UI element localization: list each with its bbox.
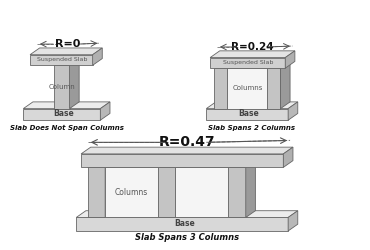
Polygon shape — [206, 109, 288, 120]
Polygon shape — [54, 65, 70, 109]
Text: Slab Does Not Span Columns: Slab Does Not Span Columns — [10, 125, 124, 131]
Polygon shape — [210, 58, 285, 68]
Text: Suspended Slab: Suspended Slab — [37, 57, 87, 62]
Polygon shape — [228, 168, 246, 218]
Polygon shape — [88, 168, 105, 218]
Polygon shape — [54, 58, 79, 65]
Polygon shape — [246, 161, 255, 218]
Polygon shape — [105, 168, 158, 218]
Text: R=0: R=0 — [55, 39, 80, 49]
Text: Base: Base — [53, 109, 74, 118]
Text: Column: Column — [48, 84, 75, 90]
Polygon shape — [23, 109, 100, 120]
Text: Suspended Slab: Suspended Slab — [223, 60, 274, 65]
Polygon shape — [206, 102, 298, 109]
Polygon shape — [214, 62, 237, 68]
Polygon shape — [228, 68, 267, 109]
Polygon shape — [267, 68, 280, 109]
Polygon shape — [285, 51, 295, 68]
Polygon shape — [175, 168, 228, 218]
Polygon shape — [228, 161, 255, 168]
Polygon shape — [288, 102, 298, 120]
Polygon shape — [267, 62, 290, 68]
Polygon shape — [76, 211, 298, 218]
Polygon shape — [70, 58, 79, 109]
Polygon shape — [288, 211, 298, 231]
Polygon shape — [76, 218, 288, 231]
Polygon shape — [92, 48, 102, 65]
Polygon shape — [23, 102, 110, 109]
Text: Base: Base — [174, 219, 195, 228]
Polygon shape — [30, 48, 102, 55]
Polygon shape — [280, 62, 290, 109]
Polygon shape — [105, 161, 115, 218]
Polygon shape — [283, 147, 293, 168]
Text: Slab Spans 3 Columns: Slab Spans 3 Columns — [135, 233, 239, 242]
Polygon shape — [100, 102, 110, 120]
Polygon shape — [81, 147, 293, 154]
Text: Columns: Columns — [232, 86, 263, 91]
Polygon shape — [228, 62, 237, 109]
Text: Base: Base — [238, 109, 259, 118]
Text: Columns: Columns — [115, 188, 148, 197]
Text: Slab Spans 2 Columns: Slab Spans 2 Columns — [208, 125, 295, 131]
Polygon shape — [175, 161, 185, 218]
Polygon shape — [30, 55, 92, 65]
Polygon shape — [88, 161, 115, 168]
Polygon shape — [214, 68, 228, 109]
Text: R=0.47: R=0.47 — [159, 135, 215, 149]
Polygon shape — [158, 168, 175, 218]
Polygon shape — [158, 161, 185, 168]
Text: R=0.24: R=0.24 — [231, 42, 274, 52]
Polygon shape — [210, 51, 295, 58]
Polygon shape — [81, 154, 283, 168]
